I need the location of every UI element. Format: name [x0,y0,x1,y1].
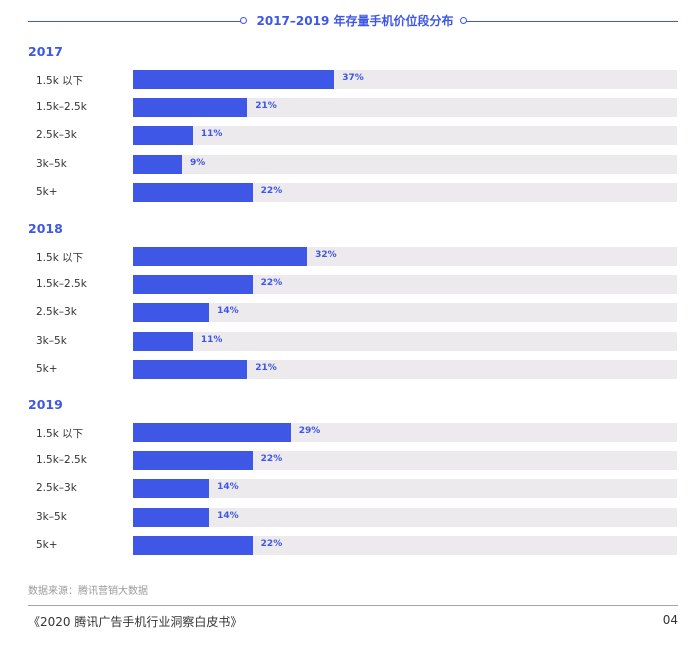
chart-title-line-right [466,21,678,22]
value-label: 32% [315,250,337,260]
bar [133,155,182,174]
bar-track: 22% [133,183,677,202]
value-label: 9% [189,158,206,168]
category-label: 1.5k 以下 [36,75,84,87]
value-label: 22% [260,278,283,288]
bar-track: 22% [133,275,677,294]
bar-track: 32% [133,247,677,266]
page-number: 04 [662,613,678,627]
bar-track: 14% [133,479,677,498]
bar-track: 37% [133,70,677,89]
bar [133,332,193,351]
bar-track: 21% [133,360,677,379]
bar [133,423,291,442]
category-label: 1.5k–2.5k [36,454,87,466]
chart-title: 2017–2019 年存量手机价位段分布 [256,14,454,28]
category-label: 5k+ [36,186,58,198]
year-label: 2018 [28,221,63,236]
bar-track: 14% [133,303,677,322]
category-label: 5k+ [36,363,58,375]
value-label: 29% [298,426,321,436]
category-label: 1.5k–2.5k [36,101,87,113]
category-label: 2.5k–3k [36,306,77,318]
category-label: 3k–5k [36,158,67,170]
year-label: 2017 [28,44,63,59]
bar-track: 22% [133,536,677,555]
category-label: 1.5k 以下 [36,428,84,440]
bar [133,479,210,498]
bar-track: 14% [133,508,677,527]
chart-title-line-left [28,21,243,22]
category-label: 3k–5k [36,335,67,347]
category-label: 1.5k 以下 [36,252,84,264]
bar [133,508,210,527]
report-title: 《2020 腾讯广告手机行业洞察白皮书》 [28,615,243,629]
bar-track: 9% [133,155,677,174]
value-label: 11% [200,335,223,345]
year-label: 2019 [28,397,63,412]
value-label: 21% [255,101,277,111]
category-label: 3k–5k [36,511,67,523]
value-label: 22% [260,454,283,464]
bar-track: 11% [133,332,677,351]
bar [133,126,193,145]
bar-track: 22% [133,451,677,470]
category-label: 2.5k–3k [36,482,77,494]
bar [133,451,253,470]
category-label: 1.5k–2.5k [36,278,87,290]
value-label: 11% [200,129,223,139]
category-label: 5k+ [36,539,58,551]
value-label: 22% [260,539,283,549]
bar [133,183,253,202]
value-label: 37% [342,73,364,83]
bar [133,303,210,322]
bar [133,70,335,89]
bar [133,275,253,294]
bar [133,98,248,117]
bar [133,247,308,266]
bar-track: 11% [133,126,677,145]
chart-title-dot-right [460,17,467,24]
footer-divider [28,605,678,606]
chart-title-dot-left [240,17,247,24]
bar-track: 29% [133,423,677,442]
value-label: 22% [260,186,283,196]
bar-track: 21% [133,98,677,117]
value-label: 21% [255,363,277,373]
category-label: 2.5k–3k [36,129,77,141]
value-label: 14% [217,306,239,316]
value-label: 14% [217,511,239,521]
bar [133,536,253,555]
value-label: 14% [217,482,239,492]
bar [133,360,248,379]
data-source: 数据来源：腾讯营销大数据 [28,586,148,597]
